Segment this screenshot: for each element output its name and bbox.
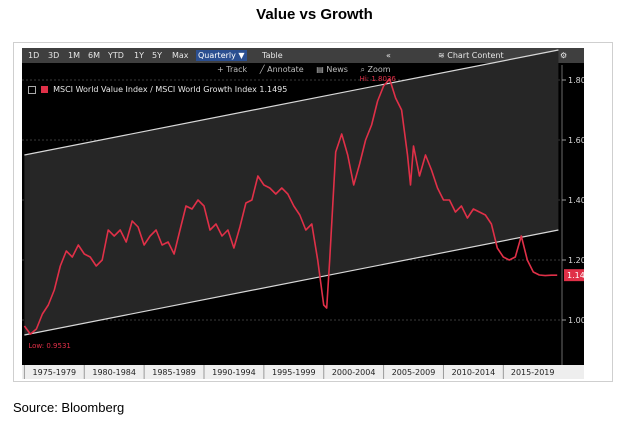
x-tick-label: 1975-1979 xyxy=(33,368,77,377)
low-annotation: Low: 0.9531 xyxy=(28,342,70,350)
track-button[interactable]: + Track xyxy=(217,65,248,74)
chart-content-button[interactable]: ≋ Chart Content xyxy=(436,50,506,61)
x-tick-label: 2015-2019 xyxy=(511,368,555,377)
chart-toolbar: 1D 3D 1M 6M YTD 1Y 5Y Max Quarterly ▼ Ta… xyxy=(22,48,584,63)
x-tick-label: 2005-2009 xyxy=(392,368,436,377)
range-button-ytd[interactable]: YTD xyxy=(108,51,124,60)
y-tick-label: 1.40 xyxy=(568,196,584,205)
x-tick-label: 2010-2014 xyxy=(452,368,496,377)
zoom-button[interactable]: ⌕ Zoom xyxy=(360,65,391,74)
y-tick-label: 1.60 xyxy=(568,136,584,145)
legend-checkbox[interactable] xyxy=(28,85,36,94)
range-button-1d[interactable]: 1D xyxy=(28,51,40,60)
trend-channel-fill xyxy=(24,50,559,335)
bloomberg-chart-panel: 1D 3D 1M 6M YTD 1Y 5Y Max Quarterly ▼ Ta… xyxy=(22,48,584,379)
page-title: Value vs Growth xyxy=(256,6,373,23)
line-chart-icon: ≋ xyxy=(438,51,445,60)
trend-channel-upper-line xyxy=(24,49,559,156)
period-select[interactable]: Quarterly ▼ xyxy=(196,50,247,61)
annotate-button[interactable]: ╱ Annotate xyxy=(259,65,304,74)
range-button-1m[interactable]: 1M xyxy=(68,51,80,60)
legend-label: MSCI World Value Index / MSCI World Grow… xyxy=(53,85,288,94)
range-button-3d[interactable]: 3D xyxy=(48,51,60,60)
x-tick-label: 1995-1999 xyxy=(272,368,316,377)
high-annotation: Hi: 1.8036 xyxy=(360,75,397,83)
y-tick-label: 1.20 xyxy=(568,256,584,265)
news-button[interactable]: ▤ News xyxy=(316,65,348,74)
double-chevron-left-icon[interactable]: « xyxy=(386,51,391,60)
series-line xyxy=(23,78,558,335)
range-button-1y[interactable]: 1Y xyxy=(134,51,144,60)
legend-swatch xyxy=(40,86,48,93)
x-tick-label: 1990-1994 xyxy=(212,368,256,377)
y-tick-label: 1.80 xyxy=(568,76,584,85)
y-tick-label: 1.00 xyxy=(568,316,584,325)
source-note: Source: Bloomberg xyxy=(13,400,125,415)
chart-legend: MSCI World Value Index / MSCI World Grow… xyxy=(28,85,287,94)
x-tick-label: 2000-2004 xyxy=(332,368,376,377)
range-button-6m[interactable]: 6M xyxy=(88,51,100,60)
triangle-down-icon: ▼ xyxy=(238,51,245,60)
x-tick-label: 1980-1984 xyxy=(92,368,136,377)
chart-subtoolbar: + Track ╱ Annotate ▤ News ⌕ Zoom xyxy=(217,65,401,77)
x-tick-label: 1985-1989 xyxy=(152,368,196,377)
period-select-value: Quarterly xyxy=(198,51,236,60)
chart-plot: 1.00 1.20 1.40 1.60 1.80 1.1495 Hi: 1.8036 Low:… xyxy=(22,49,584,379)
last-value-tag xyxy=(564,269,584,282)
gear-icon[interactable]: ⚙ xyxy=(560,51,568,60)
trend-channel-lower-line xyxy=(24,229,559,336)
table-button[interactable]: Table xyxy=(262,51,283,60)
range-button-5y[interactable]: 5Y xyxy=(152,51,162,60)
last-value-label: 1.1495 xyxy=(567,271,584,280)
chart-content-label: Chart Content xyxy=(447,51,504,60)
range-button-max[interactable]: Max xyxy=(172,51,189,60)
